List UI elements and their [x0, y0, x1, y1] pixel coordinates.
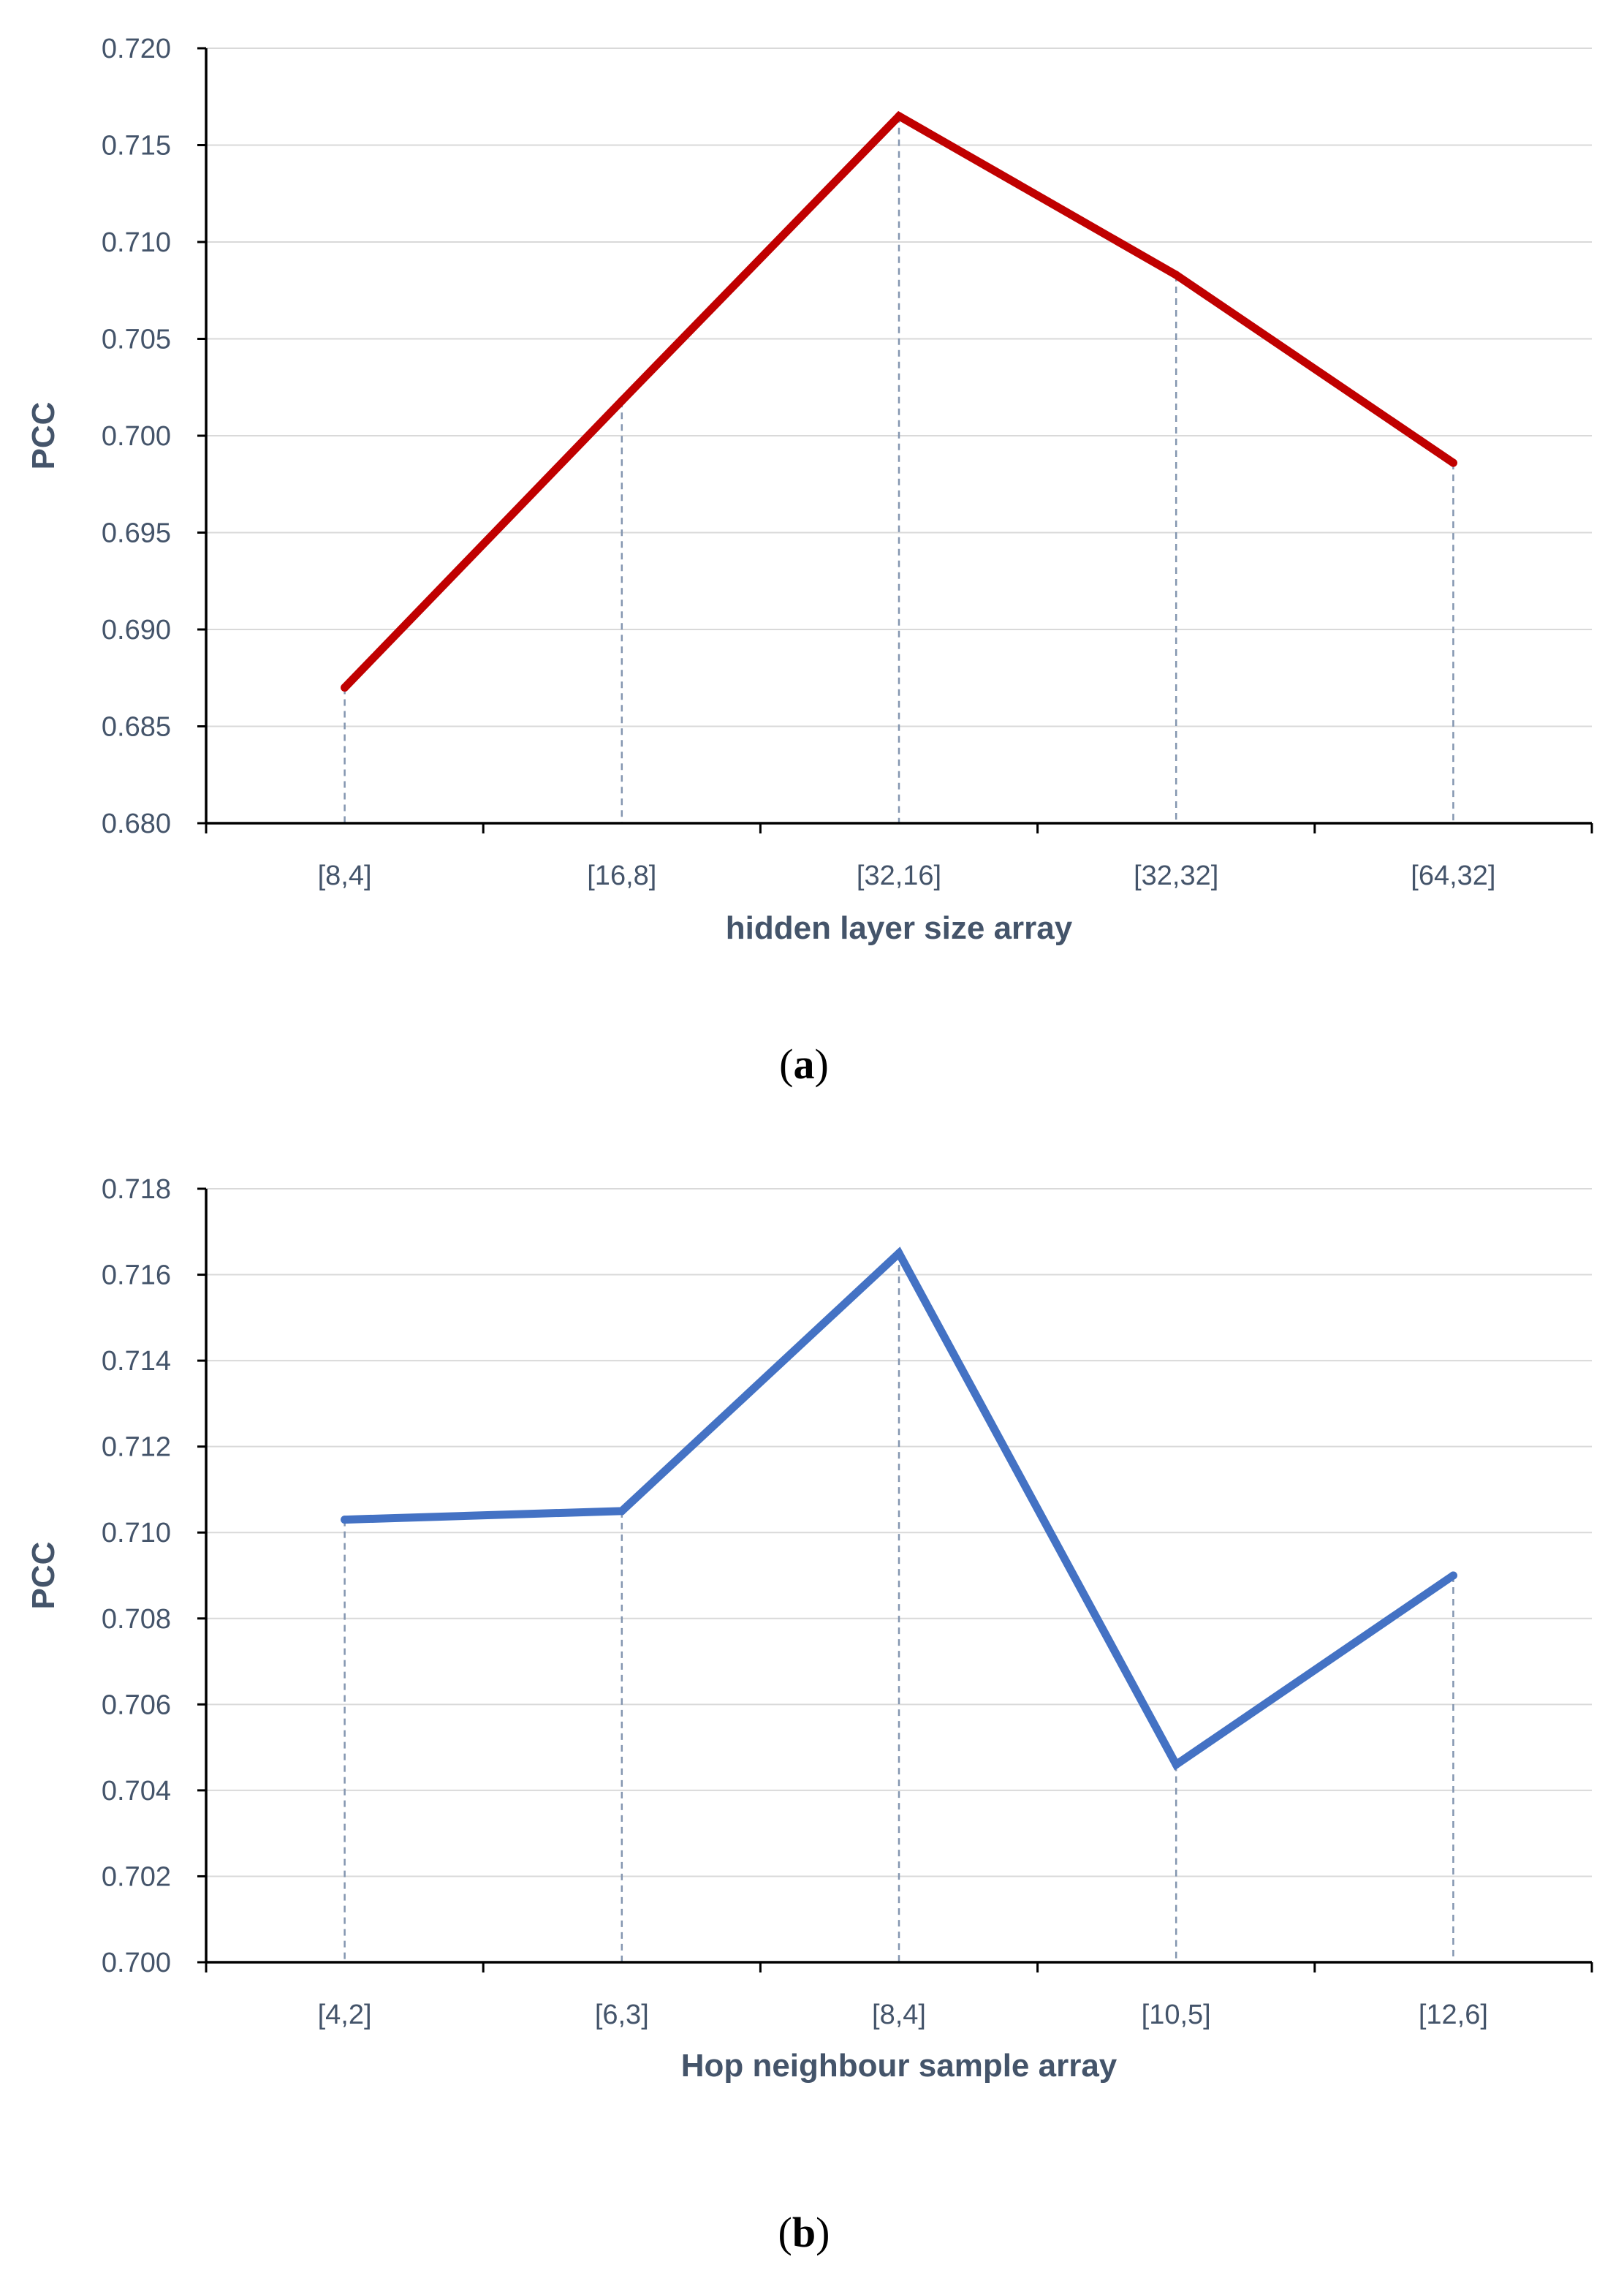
panel-letter: b [792, 2209, 816, 2256]
data-point [618, 1507, 626, 1516]
data-point [895, 112, 903, 121]
x-tick-label: [12,6] [1419, 2000, 1488, 2030]
y-tick-label: 0.695 [102, 518, 171, 549]
y-tick-label: 0.700 [102, 1948, 171, 1978]
x-tick-label: [8,4] [318, 860, 372, 891]
data-point [895, 1249, 903, 1257]
x-tick-label: [32,16] [857, 860, 941, 891]
y-tick-label: 0.720 [102, 34, 171, 64]
chart-panel-a: 0.680 0.685 0.690 0.695 0.700 0.705 0.710 0.715… [26, 34, 1593, 1088]
panel-label: (b) [778, 2209, 830, 2256]
data-point [1172, 271, 1180, 279]
data-point [341, 684, 349, 692]
data-point [1172, 1760, 1180, 1769]
chart-panel-b: 0.700 0.702 0.704 0.706 0.708 0.710 0.712 0.714… [26, 1174, 1593, 2256]
x-axis-title: hidden layer size array [726, 910, 1073, 946]
x-tick-label: [6,3] [595, 2000, 649, 2030]
y-tick-label: 0.718 [102, 1174, 171, 1205]
data-point [1449, 458, 1457, 467]
y-tick-label: 0.716 [102, 1260, 171, 1291]
y-tick-label: 0.714 [102, 1346, 171, 1377]
y-tick-label: 0.702 [102, 1861, 171, 1892]
y-tick-label: 0.705 [102, 325, 171, 355]
y-tick-label: 0.680 [102, 809, 171, 839]
y-tick-label: 0.708 [102, 1604, 171, 1635]
x-tick-label: [16,8] [587, 860, 656, 891]
y-tick-label: 0.715 [102, 131, 171, 162]
y-axis-title: PCC [26, 1542, 61, 1610]
x-tick-label: [4,2] [318, 2000, 372, 2030]
data-point [341, 1516, 349, 1524]
y-tick-label: 0.712 [102, 1432, 171, 1463]
data-point [1449, 1571, 1457, 1580]
x-axis-title: Hop neighbour sample array [681, 2048, 1118, 2084]
x-tick-label: [10,5] [1142, 2000, 1211, 2030]
y-tick-label: 0.710 [102, 227, 171, 258]
panel-label: (a) [779, 1040, 829, 1088]
y-tick-label: 0.700 [102, 421, 171, 452]
y-tick-label: 0.706 [102, 1690, 171, 1720]
y-tick-label: 0.704 [102, 1776, 171, 1807]
y-tick-label: 0.690 [102, 615, 171, 646]
y-tick-label: 0.685 [102, 712, 171, 743]
x-tick-label: [64,32] [1411, 860, 1495, 891]
x-tick-label: [32,32] [1134, 860, 1218, 891]
x-tick-label: [8,4] [872, 2000, 926, 2030]
panel-letter: a [794, 1040, 815, 1088]
y-tick-label: 0.710 [102, 1518, 171, 1548]
y-axis-title: PCC [26, 402, 61, 470]
data-point [618, 396, 626, 405]
